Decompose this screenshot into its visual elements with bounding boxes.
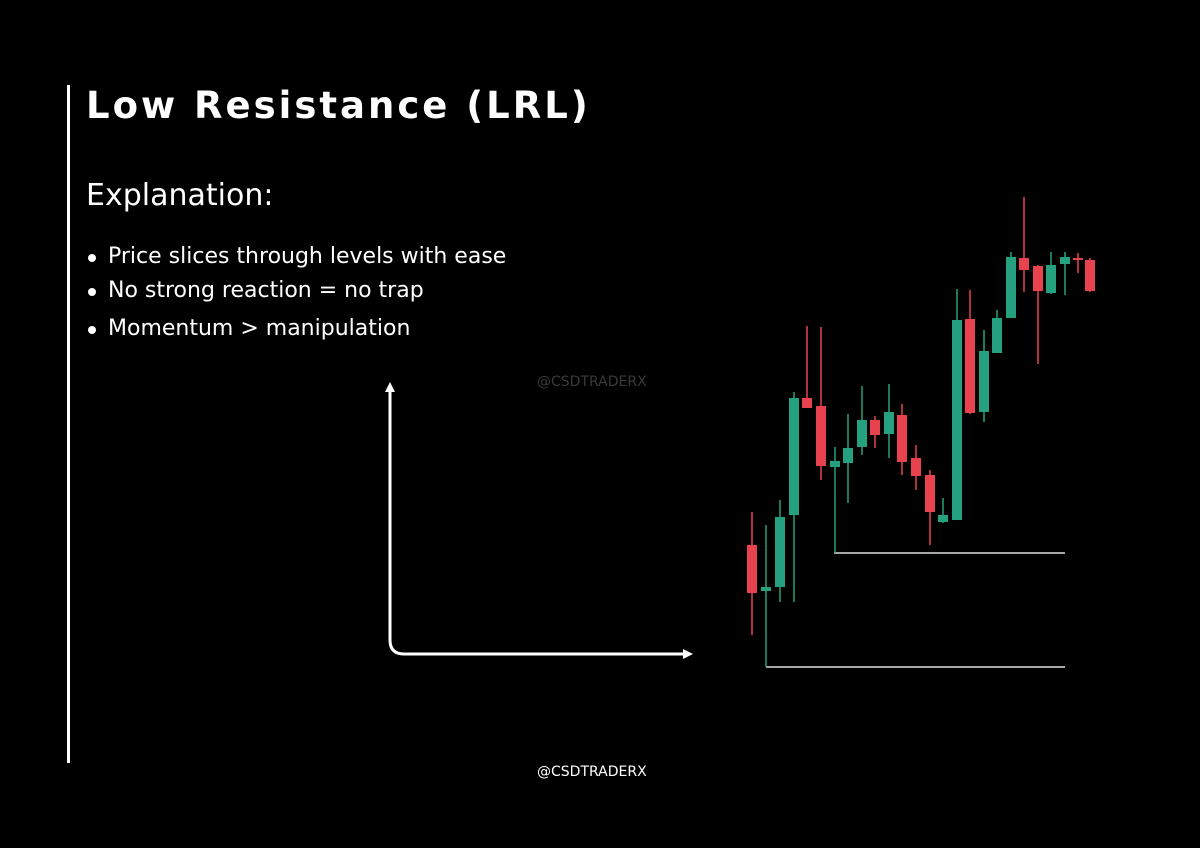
candle-body: [1060, 257, 1070, 264]
candle-body: [965, 319, 975, 413]
bullet: Price slices through levels with ease: [86, 240, 506, 274]
title: Low Resistance (LRL): [86, 84, 591, 127]
candle-body: [1073, 258, 1083, 260]
bullet: Momentum > manipulation: [86, 312, 506, 346]
candle-body: [843, 448, 853, 463]
arrow-head: [683, 649, 693, 659]
candle-body: [830, 461, 840, 467]
candle-body: [897, 415, 907, 462]
candle-body: [816, 406, 826, 466]
candle-body: [938, 515, 948, 522]
candle-body: [1033, 266, 1043, 291]
candle-body: [911, 458, 921, 476]
candle-body: [952, 320, 962, 520]
candle-body: [789, 398, 799, 515]
subtitle: Explanation:: [86, 178, 274, 213]
candle-body: [761, 587, 771, 591]
bullet-list: Price slices through levels with ease No…: [86, 240, 506, 346]
candle-body: [925, 475, 935, 512]
watermark: @CSDTRADERX: [537, 374, 647, 390]
candle-body: [884, 412, 894, 434]
candle-body: [979, 351, 989, 412]
candle-body: [1006, 257, 1016, 318]
candle-body: [1085, 260, 1095, 291]
candle-body: [802, 398, 812, 408]
candle-body: [775, 517, 785, 587]
candle-body: [992, 318, 1002, 353]
candle-body: [857, 420, 867, 447]
arrow: [388, 388, 688, 656]
candles: [747, 197, 1095, 667]
arrow-head: [385, 382, 395, 392]
candle-body: [1046, 265, 1056, 293]
candle-body: [1019, 258, 1029, 270]
footer: @CSDTRADERX: [537, 764, 647, 780]
bullet: No strong reaction = no trap: [86, 274, 506, 308]
candle-body: [870, 420, 880, 435]
left-rule: [67, 85, 70, 763]
candle-body: [747, 545, 757, 593]
